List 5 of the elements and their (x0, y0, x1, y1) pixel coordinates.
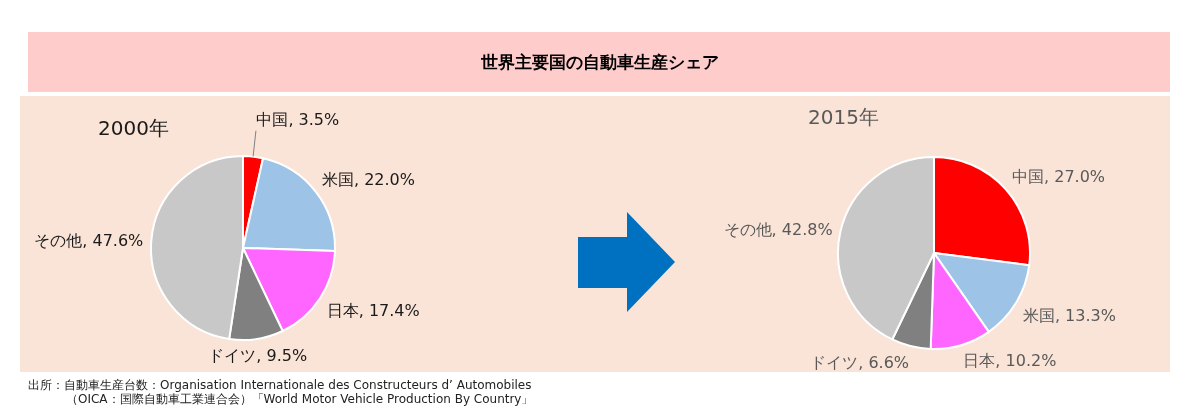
title: 2015年 (808, 105, 879, 129)
title: 世界主要国の自動車生産シェア (481, 52, 719, 72)
annotation: 出所：自動車生産台数：Organisation Internationale des Constructeurs d’ Automobiles (28, 378, 532, 392)
annotation: （OICA：国際自動車工業連合会）「World Motor Vehicle Production By Country」 (66, 392, 534, 406)
subtitle: 2000年 (98, 116, 169, 140)
